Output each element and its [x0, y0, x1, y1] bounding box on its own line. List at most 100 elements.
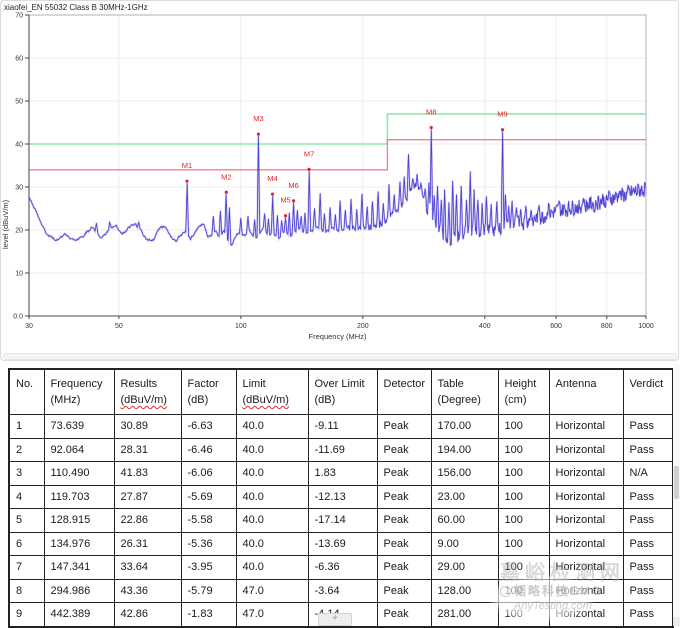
- table-cell: -9.11: [307, 414, 378, 439]
- table-cell: -6.36: [307, 555, 378, 580]
- table-header-cell: Factor (dB): [180, 368, 237, 415]
- table-cell: 40.0: [235, 555, 309, 580]
- table-header-cell: Frequency (MHz): [43, 368, 115, 415]
- table-cell: Peak: [376, 414, 432, 439]
- y-axis-label: level (dBuV/m): [1, 199, 10, 249]
- x-tick-label: 1000: [638, 323, 654, 330]
- table-cell: 42.86: [113, 602, 182, 627]
- marker-label-M3: M3: [253, 114, 263, 123]
- table-cell: -1.83: [180, 602, 237, 627]
- table-cell: 281.00: [430, 602, 499, 627]
- y-tick-label: 0.0: [13, 314, 23, 321]
- table-cell: 30.89: [113, 414, 182, 439]
- table-cell: -13.69: [307, 531, 378, 556]
- table-cell: 22.86: [113, 508, 182, 533]
- marker-label-M8: M8: [426, 108, 436, 117]
- table-cell: -5.36: [180, 531, 237, 556]
- watermark-blob: [492, 576, 592, 620]
- spectrum-trace-glow: [28, 129, 647, 247]
- marker-dot-M6: [292, 199, 296, 203]
- table-cell: Peak: [376, 578, 432, 603]
- table-cell: 6: [8, 531, 45, 556]
- table-cell: Horizontal: [548, 484, 624, 509]
- marker-label-M9: M9: [497, 110, 507, 119]
- table-row: 7 147.341 33.64 -3.95 40.0 -6.36 Peak 29.00 100 H…: [8, 555, 674, 580]
- y-tick-label: 50: [15, 99, 23, 106]
- table-cell: N/A: [622, 461, 674, 486]
- table-cell: 100: [497, 437, 550, 462]
- chart-pane: M1 M2 M3 M4 M5 M6 M7 M8 M9 30 50 100 200 400 600 800 100…: [0, 0, 679, 361]
- marker-label-M4: M4: [267, 174, 277, 183]
- marker-label-M2: M2: [221, 172, 231, 181]
- table-cell: Peak: [376, 484, 432, 509]
- table-cell: 134.976: [43, 531, 115, 556]
- table-cell: 40.0: [235, 484, 309, 509]
- table-header-cell: Antenna: [548, 368, 624, 415]
- table-cell: 92.064: [43, 437, 115, 462]
- x-axis-label: Frequency (MHz): [308, 332, 367, 341]
- table-header-cell: Table (Degree): [430, 368, 499, 415]
- table-cell: Horizontal: [548, 508, 624, 533]
- table-cell: -17.14: [307, 508, 378, 533]
- marker-label-M1: M1: [182, 161, 192, 170]
- table-cell: Horizontal: [548, 414, 624, 439]
- scrollbar-corner: [673, 617, 680, 626]
- x-tick-label: 600: [550, 323, 562, 330]
- table-cell: 100: [497, 531, 550, 556]
- table-cell: Horizontal: [548, 555, 624, 580]
- vertical-scrollbar-thumb[interactable]: [674, 466, 679, 499]
- margin-line: [29, 139, 646, 171]
- table-cell: 4: [8, 484, 45, 509]
- table-cell: -6.46: [180, 437, 237, 462]
- table-cell: 28.31: [113, 437, 182, 462]
- table-cell: 128.915: [43, 508, 115, 533]
- x-tick-label: 30: [25, 323, 33, 330]
- x-tick-label: 800: [601, 323, 613, 330]
- table-cell: Peak: [376, 602, 432, 627]
- table-cell: Peak: [376, 531, 432, 556]
- table-cell: 100: [497, 484, 550, 509]
- table-cell: -5.58: [180, 508, 237, 533]
- spectrum-trace: [28, 129, 647, 247]
- table-cell: 100: [497, 461, 550, 486]
- table-cell: 73.639: [43, 414, 115, 439]
- table-cell: 40.0: [235, 437, 309, 462]
- table-cell: 29.00: [430, 555, 499, 580]
- table-cell: Pass: [622, 437, 674, 462]
- marker-dot-M5: [283, 214, 288, 218]
- table-cell: 47.0: [235, 602, 309, 627]
- table-scroll-handle[interactable]: +: [318, 613, 352, 626]
- table-header-cell: Verdict: [622, 368, 674, 415]
- table-cell: 1: [8, 414, 45, 439]
- table-header-cell: Limit (dBuV/m): [235, 368, 309, 415]
- marker-label-M5: M5: [280, 196, 290, 205]
- table-cell: 7: [8, 555, 45, 580]
- table-header-cell: Over Limit (dB): [307, 368, 378, 415]
- y-tick-label: 70: [15, 13, 23, 20]
- table-cell: Pass: [622, 508, 674, 533]
- x-tick-label: 100: [235, 323, 247, 330]
- y-tick-label: 20: [15, 228, 23, 235]
- chart-horizontal-scrollbar[interactable]: [3, 353, 677, 360]
- table-cell: 27.87: [113, 484, 182, 509]
- marker-dot-M7: [307, 167, 311, 171]
- table-cell: 47.0: [235, 578, 309, 603]
- table-cell: Pass: [622, 531, 674, 556]
- table-cell: -3.64: [307, 578, 378, 603]
- table-cell: Horizontal: [548, 461, 624, 486]
- table-header-cell: Detector: [376, 368, 432, 415]
- table-cell: 26.31: [113, 531, 182, 556]
- table-cell: 40.0: [235, 461, 309, 486]
- table-cell: Pass: [622, 484, 674, 509]
- marker-dot-M3: [256, 132, 260, 136]
- table-cell: -6.06: [180, 461, 237, 486]
- table-cell: -11.69: [307, 437, 378, 462]
- table-cell: 40.0: [235, 508, 309, 533]
- table-cell: Horizontal: [548, 437, 624, 462]
- table-cell: Pass: [622, 414, 674, 439]
- table-cell: Peak: [376, 555, 432, 580]
- marker-dot-M4: [270, 192, 275, 196]
- table-cell: 110.490: [43, 461, 115, 486]
